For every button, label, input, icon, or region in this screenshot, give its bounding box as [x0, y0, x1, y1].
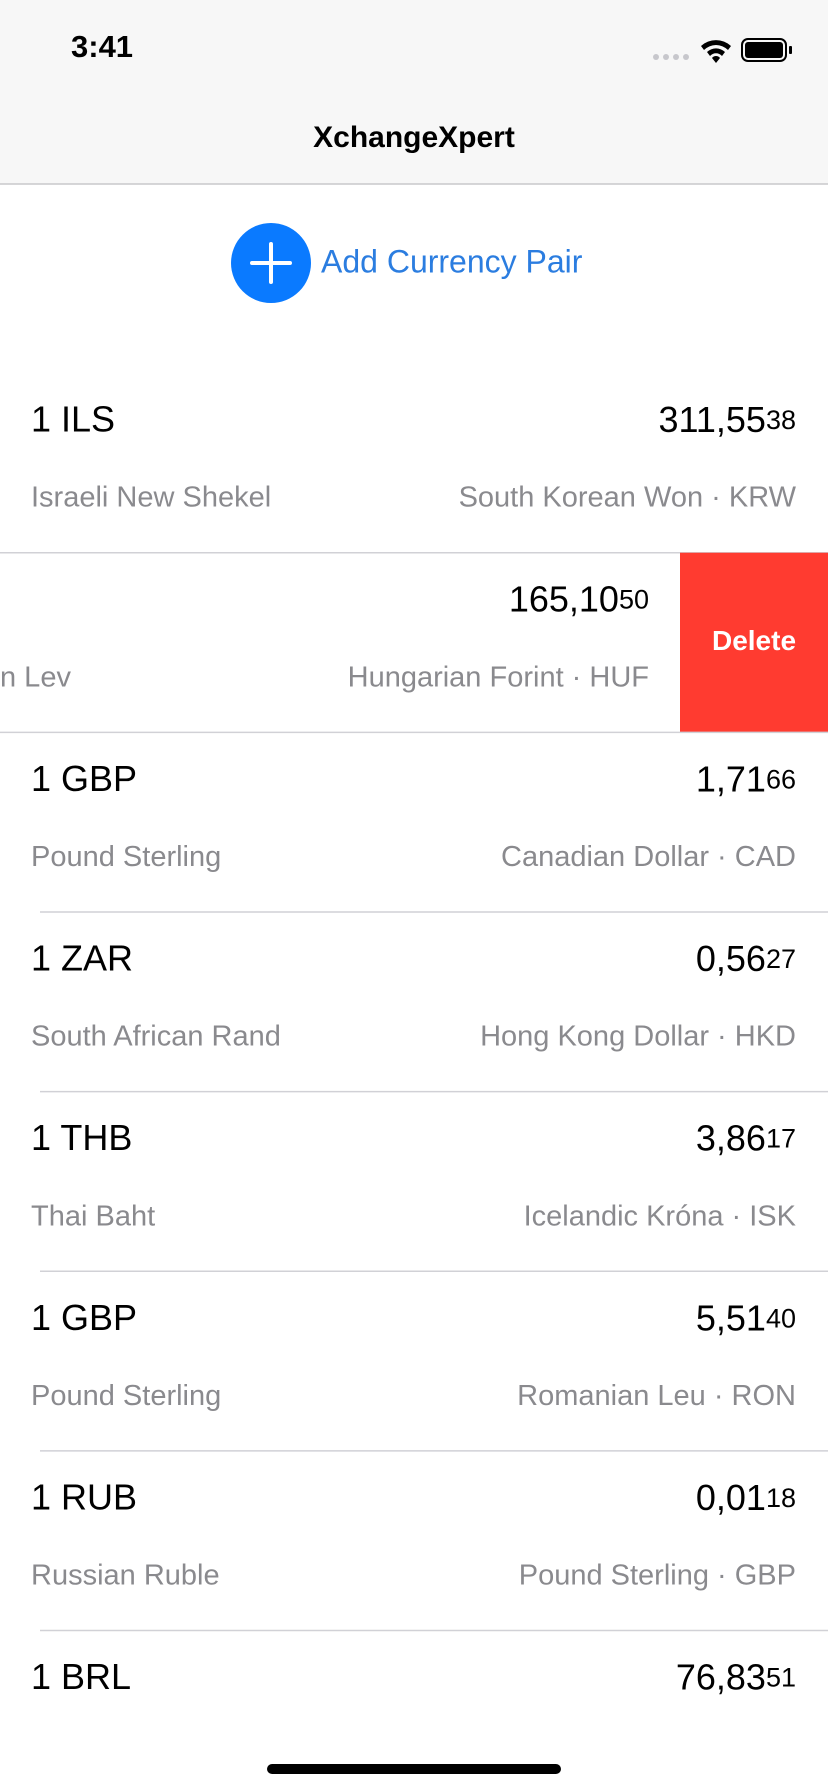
rate: 3,8617: [696, 1117, 796, 1158]
rate-main: 165,10: [509, 578, 619, 619]
rate-main: 3,86: [696, 1117, 766, 1158]
rate-small: 38: [766, 405, 796, 435]
base-amount: 1 GBP: [31, 758, 137, 799]
currency-row[interactable]: 1 RUB Russian Ruble 0,0118 Pound Sterling ·…: [31, 1450, 828, 1592]
base-amount: 1 RUB: [31, 1476, 137, 1517]
nav-title: XchangeXpert: [313, 121, 515, 154]
add-button[interactable]: Add Currency Pair: [231, 223, 583, 303]
base-amount: 1 BRL: [31, 1656, 131, 1697]
quote-name: Pound Sterling · GBP: [519, 1560, 796, 1592]
quote-name: Canadian Dollar · CAD: [501, 841, 796, 873]
status-time: 3:41: [71, 29, 133, 64]
rate-main: 1,71: [696, 758, 766, 799]
rate-main: 0,56: [696, 938, 766, 979]
status-icons: [653, 38, 792, 63]
rate: 0,0118: [696, 1476, 796, 1517]
currency-row[interactable]: 1 ILS Israeli New Shekel 311,5538 South Kor…: [31, 399, 797, 514]
base-name: Russian Ruble: [31, 1560, 220, 1592]
rate: 0,5627: [696, 938, 796, 979]
rows: 1 ILS Israeli New Shekel 311,5538 South Kor…: [0, 399, 828, 1697]
rate-small: 18: [766, 1483, 796, 1513]
rate-small: 66: [766, 764, 796, 794]
rate-main: 76,83: [676, 1656, 766, 1697]
delete-background[interactable]: [680, 552, 828, 733]
currency-row[interactable]: 1 GBP Pound Sterling 1,7166 Canadian Dollar…: [0, 731, 828, 873]
rate-small: 40: [766, 1303, 796, 1333]
currency-row[interactable]: 1 ZAR South African Rand 0,5627 Hong Kong D…: [31, 911, 828, 1053]
rate: 1,7166: [696, 758, 796, 799]
quote-name: Hong Kong Dollar · HKD: [480, 1021, 796, 1053]
base-amount: 1 THB: [31, 1117, 132, 1158]
quote-name: Icelandic Króna · ISK: [524, 1200, 797, 1232]
delete-label[interactable]: Delete: [712, 625, 796, 656]
base-name: Israeli New Shekel: [31, 482, 271, 514]
currency-row[interactable]: 1 GBP Pound Sterling 5,5140 Romanian Leu · …: [31, 1270, 828, 1412]
base-name: Pound Sterling: [31, 1380, 221, 1412]
quote-name: Romanian Leu · RON: [517, 1380, 796, 1412]
rate-small: 50: [619, 585, 649, 615]
base-amount: 1 GBP: [31, 1297, 137, 1338]
nav-background: [0, 0, 828, 184]
rate-small: 17: [766, 1124, 796, 1154]
rate-main: 311,55: [659, 399, 766, 440]
quote-name: Hungarian Forint · HUF: [348, 661, 649, 693]
plus: [250, 242, 292, 284]
quote-name: South Korean Won · KRW: [459, 482, 797, 514]
base-name: n Lev: [0, 661, 71, 693]
delete-button[interactable]: Delete: [680, 552, 828, 733]
rate: 76,8351: [676, 1656, 796, 1697]
rate: 165,1050: [509, 578, 649, 619]
currency-row[interactable]: 1 THB Thai Baht 3,8617 Icelandic Króna · IS…: [31, 1090, 828, 1233]
currency-row[interactable]: n Lev 165,1050 Hungarian Forint · HUF Delet…: [0, 551, 828, 733]
home-indicator: [267, 1764, 561, 1774]
base-name: Thai Baht: [31, 1200, 155, 1232]
base-name: South African Rand: [31, 1021, 281, 1053]
rate-small: 27: [766, 944, 796, 974]
base-amount: 1 ZAR: [31, 938, 133, 979]
rate: 311,5538: [659, 399, 796, 440]
base-name: Pound Sterling: [31, 841, 221, 873]
currency-row[interactable]: 1 BRL 76,8351: [31, 1629, 828, 1698]
add-label[interactable]: Add Currency Pair: [321, 243, 583, 279]
rate: 5,5140: [696, 1297, 796, 1338]
rate-main: 0,01: [696, 1476, 766, 1517]
rate-small: 51: [766, 1663, 796, 1693]
base-amount: 1 ILS: [31, 399, 115, 440]
rate-main: 5,51: [696, 1297, 766, 1338]
